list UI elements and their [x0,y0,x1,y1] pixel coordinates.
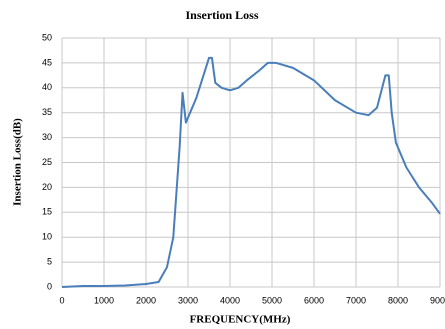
data-line [61,56,441,288]
y-tick-label: 0 [47,281,52,291]
x-tick-label: 4000 [220,295,240,305]
x-tick-label: 2000 [136,295,156,305]
x-axis-label: FREQUENCY(MHz) [190,314,291,326]
y-tick-label: 25 [42,157,52,167]
y-tick-label: 40 [42,82,52,92]
y-tick-label: 35 [42,107,52,117]
x-tick-label: 3000 [178,295,198,305]
x-tick-label: 7000 [346,295,366,305]
y-tick-label: 20 [42,182,52,192]
y-tick-label: 45 [42,57,52,67]
x-tick-label: 1000 [94,295,114,305]
y-tick-label: 10 [42,232,52,242]
y-tick-label: 50 [42,32,52,42]
x-tick-label: 9000 [430,295,445,305]
x-tick-label: 0 [59,295,64,305]
x-tick-label: 6000 [304,295,324,305]
x-tick-label: 8000 [388,295,408,305]
y-tick-label: 5 [47,256,52,266]
chart-title: Insertion Loss [185,8,258,22]
y-tick-label: 15 [42,207,52,217]
y-axis-label: Insertion Loss(dB) [12,118,24,206]
x-tick-label: 5000 [262,295,282,305]
y-tick-label: 30 [42,132,52,142]
